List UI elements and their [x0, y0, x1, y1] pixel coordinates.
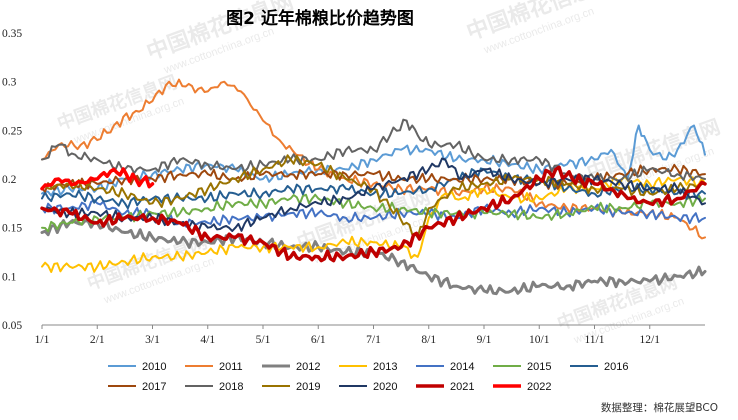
y-tick-label: 0.2	[2, 174, 17, 186]
legend-label-2022: 2022	[527, 381, 551, 393]
x-tick-label: 1/1	[35, 334, 50, 346]
series-line-2021	[40, 165, 707, 263]
legend-label-2020: 2020	[373, 381, 397, 393]
y-tick-label: 0.3	[2, 77, 17, 89]
y-tick-label: 0.1	[2, 271, 17, 283]
watermark-brand: 中国棉花信息网	[463, 0, 617, 46]
x-tick-label: 6/1	[311, 334, 326, 346]
legend-label-2015: 2015	[527, 361, 551, 373]
x-tick-label: 10/1	[529, 334, 550, 346]
legend-label-2016: 2016	[604, 361, 628, 373]
series-line-2016	[41, 167, 706, 210]
axes: 0.05 0.1 0.15 0.2 0.25 0.3 0.35 1/1 2/1 3/1 4/1 5/1…	[2, 28, 705, 346]
series-layer	[40, 78, 707, 296]
legend-label-2017: 2017	[142, 381, 166, 393]
y-tick-label: 0.05	[2, 320, 22, 332]
series-line-2015	[41, 193, 706, 233]
chart-title: 图2 近年棉粮比价趋势图	[226, 8, 414, 29]
legend-label-2019: 2019	[296, 381, 320, 393]
legend-label-2010: 2010	[142, 361, 166, 373]
legend-label-2014: 2014	[450, 361, 474, 373]
series-line-2010	[41, 124, 706, 197]
legend-label-2011: 2011	[219, 361, 243, 373]
x-tick-label: 2/1	[90, 334, 105, 346]
source-note: 数据整理：棉花展望BCO	[601, 401, 718, 414]
x-tick-label: 9/1	[477, 334, 492, 346]
x-tick-label: 12/1	[640, 334, 661, 346]
x-tick-label: 8/1	[421, 334, 436, 346]
x-tick-label: 5/1	[256, 334, 271, 346]
legend-label-2021: 2021	[450, 381, 474, 393]
legend: 2010 2011 2012 2013 2014 2015 2016 2017 2018 2019…	[108, 361, 628, 393]
legend-label-2012: 2012	[296, 361, 320, 373]
x-tick-label: 11/1	[584, 334, 604, 346]
legend-label-2013: 2013	[373, 361, 397, 373]
y-tick-label: 0.35	[2, 28, 22, 40]
series-line-2022	[40, 167, 155, 191]
x-tick-label: 4/1	[200, 334, 215, 346]
legend-label-2018: 2018	[219, 381, 243, 393]
y-tick-label: 0.25	[2, 125, 22, 137]
x-tick-label: 7/1	[366, 334, 381, 346]
x-tick-label: 3/1	[145, 334, 160, 346]
y-tick-label: 0.15	[2, 223, 22, 235]
